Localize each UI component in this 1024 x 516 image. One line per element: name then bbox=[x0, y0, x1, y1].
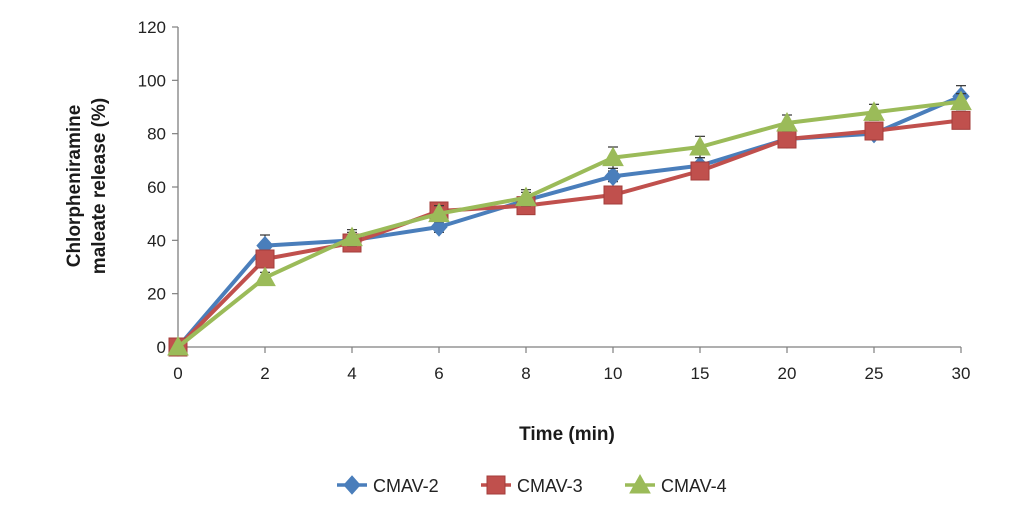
series-cmav-4 bbox=[167, 90, 972, 356]
legend: CMAV-2 CMAV-3 CMAV-4 bbox=[337, 473, 727, 496]
x-tick-label: 10 bbox=[604, 364, 623, 383]
x-tick-label: 6 bbox=[434, 364, 443, 383]
y-tick-label: 20 bbox=[147, 285, 166, 304]
y-axis-title-line2: maleate release (%) bbox=[89, 98, 110, 274]
legend-item-cmav-2: CMAV-2 bbox=[337, 475, 439, 496]
data-point bbox=[428, 202, 450, 223]
y-axis-title-line1: Chlorpheniramine bbox=[64, 105, 85, 268]
data-point bbox=[864, 121, 884, 141]
x-axis-title: Time (min) bbox=[519, 424, 615, 445]
legend-label: CMAV-3 bbox=[517, 476, 583, 496]
y-tick-label: 120 bbox=[138, 18, 166, 37]
legend-label: CMAV-4 bbox=[661, 476, 727, 496]
series-line bbox=[176, 118, 962, 349]
y-tick-label: 0 bbox=[157, 338, 166, 357]
x-tick-label: 30 bbox=[952, 364, 971, 383]
series-cmav-2 bbox=[169, 85, 970, 357]
data-point bbox=[604, 166, 622, 187]
y-tick-label: 80 bbox=[147, 125, 166, 144]
series-line bbox=[176, 99, 962, 349]
x-tick-label: 2 bbox=[260, 364, 269, 383]
data-point bbox=[950, 90, 972, 111]
legend-item-cmav-3: CMAV-3 bbox=[481, 475, 583, 496]
data-point bbox=[602, 146, 624, 167]
data-point bbox=[254, 266, 276, 287]
x-tick-label: 8 bbox=[521, 364, 530, 383]
legend-marker bbox=[629, 473, 651, 494]
legend-label: CMAV-2 bbox=[373, 476, 439, 496]
data-point bbox=[430, 217, 448, 237]
y-tick-label: 100 bbox=[138, 71, 166, 90]
legend-marker bbox=[486, 475, 506, 495]
series-layer bbox=[167, 85, 972, 357]
data-point bbox=[690, 161, 710, 181]
y-tick-label: 60 bbox=[147, 178, 166, 197]
data-point bbox=[515, 186, 537, 207]
series-cmav-3 bbox=[168, 110, 971, 357]
x-tick-label: 4 bbox=[347, 364, 356, 383]
data-point bbox=[603, 185, 623, 205]
data-point bbox=[951, 110, 971, 130]
legend-marker bbox=[343, 475, 361, 495]
x-tick-label: 20 bbox=[778, 364, 797, 383]
data-point bbox=[341, 226, 363, 247]
x-tick-label: 25 bbox=[865, 364, 884, 383]
axes: 0 20 40 60 80 100 120 0 2 4 6 8 10 15 20 25 30 bbox=[138, 18, 971, 383]
data-point bbox=[167, 335, 189, 356]
data-point bbox=[863, 101, 885, 121]
x-tick-label: 15 bbox=[691, 364, 710, 383]
data-point bbox=[255, 249, 275, 269]
data-point bbox=[777, 129, 797, 149]
data-point bbox=[776, 111, 798, 132]
x-tick-label: 0 bbox=[173, 364, 182, 383]
data-point bbox=[689, 135, 711, 156]
y-tick-label: 40 bbox=[147, 231, 166, 250]
legend-item-cmav-4: CMAV-4 bbox=[625, 473, 727, 496]
